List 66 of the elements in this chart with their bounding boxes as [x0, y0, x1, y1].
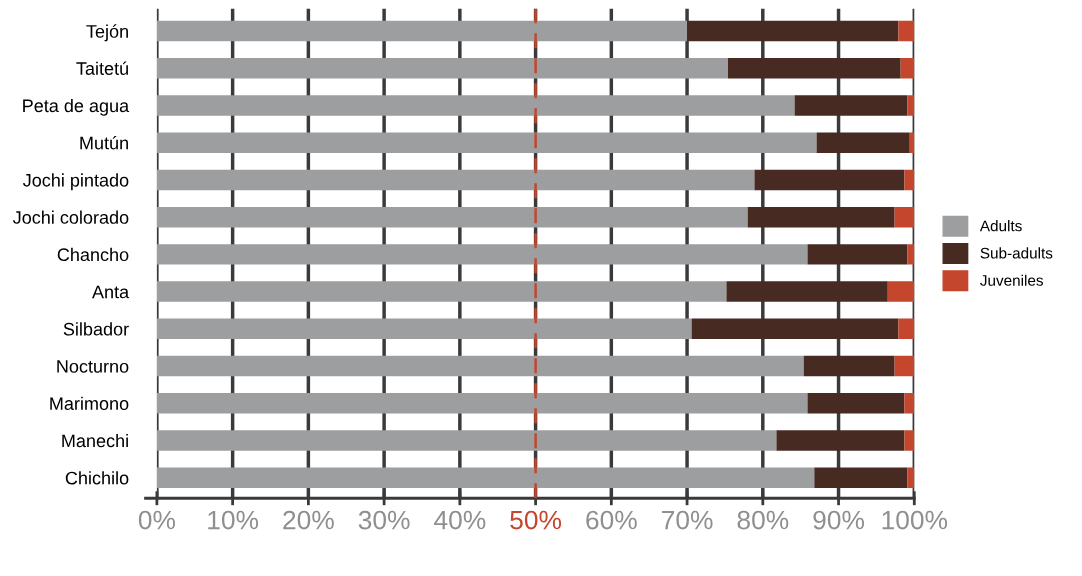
bar [691, 318, 899, 340]
y-tick-label: Jochi colorado [12, 210, 129, 224]
bar [156, 20, 688, 42]
bar [156, 169, 755, 191]
y-tick-label: Tejón [86, 24, 128, 42]
x-tick-label: 70% [662, 510, 713, 530]
bar [904, 430, 915, 451]
x-tick-label: 0% [138, 510, 176, 530]
bar [887, 281, 915, 302]
bar [898, 20, 915, 42]
bar [907, 467, 915, 488]
x-tick-label: 40% [434, 510, 486, 530]
bar [156, 206, 748, 228]
bar [900, 57, 915, 79]
y-tick-label: Manechi [62, 433, 128, 448]
bar [754, 169, 905, 191]
bar [156, 393, 808, 414]
bar [156, 95, 795, 116]
legend-label: Sub-adults [980, 247, 1053, 259]
bar [156, 467, 815, 488]
legend-label: Juveniles [980, 274, 1043, 286]
bar [904, 393, 915, 414]
y-tick-label: Taitetú [76, 61, 128, 75]
y-tick-label: Jochi pintado [23, 173, 129, 191]
bar [904, 169, 915, 191]
y-tick-label: Chancho [57, 247, 129, 262]
bar [816, 132, 910, 153]
bar [803, 355, 895, 377]
bar [727, 57, 901, 79]
x-tick-label: 90% [813, 510, 865, 530]
bar [156, 318, 692, 340]
y-tick-label: Chichilo [65, 471, 129, 485]
bar [687, 20, 899, 42]
y-tick-label: Marimono [50, 396, 129, 411]
bar [156, 355, 804, 377]
bar [909, 132, 915, 153]
x-tick-label: 60% [586, 510, 637, 530]
x-tick-label: 10% [208, 510, 259, 530]
bar [156, 132, 817, 153]
bar [807, 393, 905, 414]
bar [907, 95, 915, 116]
bar [726, 281, 888, 302]
y-tick-label: Peta de agua [23, 98, 130, 116]
x-tick-label: 100% [882, 510, 948, 530]
bar [807, 244, 908, 265]
x-tick-label: 50% [510, 510, 562, 530]
x-tick-label: 80% [737, 510, 789, 530]
bar [156, 430, 777, 451]
bar [898, 318, 915, 340]
y-tick-label: Silbador [63, 322, 129, 336]
bar [814, 467, 908, 488]
bar [747, 206, 895, 228]
y-tick-label: Mutún [80, 135, 128, 150]
bar [894, 206, 915, 228]
bar [794, 95, 908, 116]
bar [894, 355, 915, 377]
bar [156, 244, 808, 265]
bar [156, 281, 727, 302]
bar [776, 430, 905, 451]
bar [907, 244, 915, 265]
x-tick-label: 30% [358, 510, 410, 530]
bar [156, 57, 728, 79]
x-tick-label: 20% [283, 510, 334, 530]
y-tick-label: Anta [92, 285, 130, 299]
y-tick-label: Nocturno [57, 360, 129, 373]
legend-label: Adults [979, 220, 1022, 232]
